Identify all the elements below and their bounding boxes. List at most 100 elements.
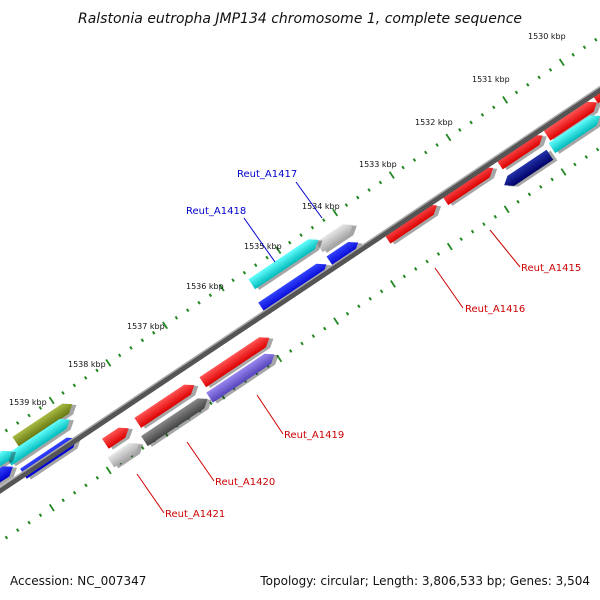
gene-reut-a1419: [206, 353, 279, 404]
tick-label-1533: 1533 kbp: [359, 160, 397, 169]
tick-label-1537: 1537 kbp: [127, 322, 165, 331]
tick-label-1531: 1531 kbp: [472, 75, 510, 84]
gene-red-b: [134, 384, 199, 429]
tick-mark: [310, 225, 315, 230]
tick-mark: [345, 311, 350, 316]
sequence-backbone-highlight: [0, 85, 600, 489]
tick-mark: [357, 304, 361, 309]
outer-tick-ring: [4, 37, 598, 433]
tick-mark: [38, 513, 43, 518]
gene-label-reut-a1418: Reut_A1418: [186, 206, 246, 217]
tick-mark: [560, 168, 567, 176]
tick-mark: [516, 199, 520, 204]
tick-mark: [446, 242, 453, 251]
tick-mark: [27, 413, 31, 418]
gene-reut-a1415-b: [441, 167, 498, 206]
tick-mark: [38, 406, 43, 410]
tick-mark: [61, 391, 65, 395]
tick-mark: [300, 341, 304, 346]
tick-mark: [105, 466, 112, 475]
tick-mark: [72, 383, 77, 388]
tick-mark: [502, 96, 509, 104]
tick-mark: [48, 396, 55, 405]
tick-mark: [548, 67, 553, 72]
tick-mark: [105, 359, 112, 367]
tick-label-1536: 1536 kbp: [186, 282, 224, 291]
tick-mark: [129, 345, 133, 350]
gene-label-reut-a1417: Reut_A1417: [237, 169, 297, 180]
callout-line-reut-a1419: [256, 394, 284, 435]
tick-mark: [571, 52, 575, 57]
gene-reut-a1414-top: [543, 101, 600, 142]
tick-mark: [356, 195, 360, 200]
gene-label-reut-a1419: Reut_A1419: [284, 430, 344, 441]
gene-label-reut-a1421: Reut_A1421: [165, 509, 225, 520]
gene-olive: [12, 403, 77, 448]
tick-label-1534: 1534 kbp: [302, 202, 340, 211]
topology-text: Topology: circular; Length: 3,806,533 bp…: [260, 574, 590, 588]
tick-mark: [299, 233, 303, 238]
tick-mark: [412, 158, 417, 162]
tick-mark: [595, 147, 600, 152]
tick-mark: [435, 143, 439, 147]
tick-mark: [140, 338, 145, 343]
tick-mark: [425, 259, 429, 264]
tick-mark: [367, 188, 371, 192]
gene-cyan-top: [548, 115, 600, 154]
tick-mark: [493, 214, 498, 219]
gene-reut-a1421: [107, 443, 144, 469]
tick-label-1530: 1530 kbp: [528, 32, 566, 41]
callout-line-reut-a1420: [186, 441, 215, 482]
tick-mark: [424, 150, 428, 155]
tick-mark: [288, 240, 292, 245]
tick-mark: [514, 90, 519, 95]
accession-text: Accession: NC_007347: [10, 574, 147, 588]
callout-line-reut-a1417: [295, 181, 323, 219]
tick-mark: [162, 321, 169, 330]
tick-mark: [95, 475, 100, 480]
tick-mark: [117, 353, 122, 358]
tick-mark: [573, 162, 577, 167]
callout-line-reut-a1415: [489, 229, 521, 268]
gene-label-reut-a1416: Reut_A1416: [465, 304, 525, 315]
tick-mark: [558, 58, 565, 67]
gene-cyan-left: [4, 418, 74, 467]
tick-mark: [445, 133, 452, 142]
tick-mark: [480, 113, 485, 117]
tick-label-1532: 1532 kbp: [415, 118, 453, 127]
tick-mark: [459, 237, 463, 241]
tick-mark: [27, 520, 31, 525]
tick-mark: [197, 300, 201, 305]
callout-line-reut-a1416: [434, 267, 464, 309]
tick-mark: [72, 490, 77, 495]
gene-reut-a1417: [316, 224, 357, 253]
tick-mark: [333, 317, 340, 325]
tick-mark: [311, 334, 316, 338]
tick-mark: [288, 349, 293, 353]
gene-red-small: [102, 427, 133, 450]
tick-mark: [95, 368, 99, 373]
tick-mark: [276, 354, 283, 363]
tick-mark: [4, 428, 9, 433]
tick-mark: [83, 376, 88, 380]
map-title: Ralstonia eutropha JMP134 chromosome 1, …: [78, 11, 522, 27]
gene-blue-edge: [0, 466, 17, 488]
tick-mark: [208, 293, 213, 298]
gene-callouts: Reut_A1417 Reut_A1418 Reut_A1415 Reut_A1…: [136, 169, 581, 520]
tick-mark: [16, 528, 20, 532]
tick-mark: [436, 252, 441, 256]
tick-mark: [242, 270, 247, 275]
tick-mark: [458, 128, 462, 132]
tick-mark: [231, 278, 235, 283]
gene-reut-a1415-a: [496, 135, 547, 171]
tick-label-1538: 1538 kbp: [68, 360, 106, 369]
tick-mark: [469, 120, 473, 125]
tick-mark: [388, 171, 395, 179]
tick-mark: [539, 184, 543, 189]
gene-reut-a1420: [141, 398, 212, 447]
tick-mark: [402, 274, 407, 279]
tick-mark: [413, 267, 418, 271]
gene-cyan-edge: [0, 450, 17, 471]
callout-line-reut-a1421: [136, 473, 165, 514]
tick-mark: [4, 535, 9, 540]
